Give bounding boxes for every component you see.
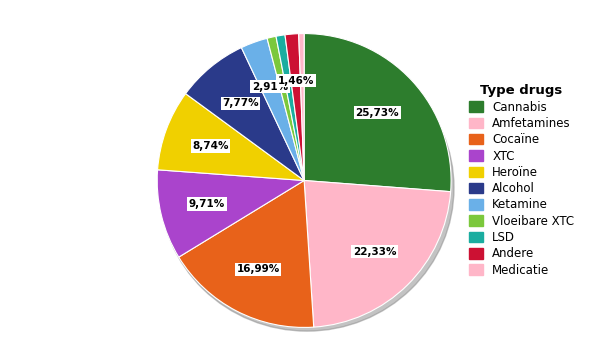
Text: 9,71%: 9,71% (189, 199, 225, 209)
Wedge shape (158, 93, 304, 180)
Wedge shape (186, 48, 304, 180)
Text: 22,33%: 22,33% (353, 247, 396, 257)
Wedge shape (298, 34, 304, 181)
Text: 7,77%: 7,77% (222, 99, 259, 108)
Wedge shape (157, 170, 304, 257)
Ellipse shape (160, 44, 454, 331)
Wedge shape (276, 35, 304, 181)
Text: 2,91%: 2,91% (252, 82, 288, 92)
Wedge shape (304, 180, 451, 327)
Text: 25,73%: 25,73% (356, 108, 400, 118)
Text: 16,99%: 16,99% (236, 264, 280, 274)
Legend: Cannabis, Amfetamines, Cocaïne, XTC, Heroïne, Alcohol, Ketamine, Vloeibare XTC, : Cannabis, Amfetamines, Cocaïne, XTC, Her… (469, 84, 574, 277)
Wedge shape (285, 34, 304, 181)
Wedge shape (241, 38, 304, 180)
Text: 8,74%: 8,74% (192, 141, 228, 151)
Wedge shape (179, 180, 314, 327)
Text: 1,46%: 1,46% (278, 76, 314, 86)
Wedge shape (267, 36, 304, 180)
Wedge shape (304, 34, 451, 192)
